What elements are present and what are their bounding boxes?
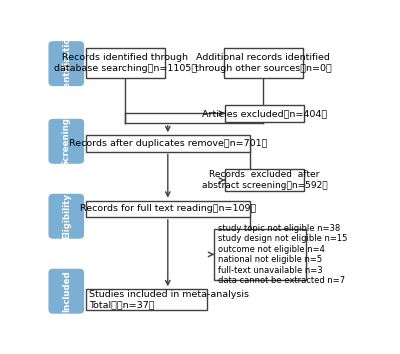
Text: Articles excluded（n=404）: Articles excluded（n=404）: [202, 109, 327, 118]
Text: Records  excluded  after
abstract screening（n=592）: Records excluded after abstract screenin…: [202, 170, 328, 190]
Text: Included: Included: [62, 270, 71, 312]
FancyBboxPatch shape: [48, 269, 84, 314]
FancyBboxPatch shape: [225, 105, 304, 121]
Text: study topic not eligible n=38
study design not eligible n=15
outcome not eligibl: study topic not eligible n=38 study desi…: [218, 224, 347, 285]
FancyBboxPatch shape: [224, 48, 303, 78]
Text: Records identified through
database searching（n=1105）: Records identified through database sear…: [54, 53, 197, 73]
Text: Records after duplicates remove（n=701）: Records after duplicates remove（n=701）: [69, 139, 267, 148]
FancyBboxPatch shape: [86, 135, 250, 152]
FancyBboxPatch shape: [86, 48, 165, 78]
FancyBboxPatch shape: [48, 41, 84, 86]
FancyBboxPatch shape: [48, 119, 84, 164]
Text: Identification: Identification: [62, 31, 71, 96]
FancyBboxPatch shape: [214, 229, 306, 280]
Text: Additional records identified
through other sources（n=0）: Additional records identified through ot…: [195, 53, 332, 73]
FancyBboxPatch shape: [86, 289, 206, 310]
FancyBboxPatch shape: [225, 169, 304, 191]
Text: Screening: Screening: [62, 117, 71, 166]
FancyBboxPatch shape: [48, 194, 84, 239]
Text: Records for full text reading（n=109）: Records for full text reading（n=109）: [80, 204, 256, 213]
Text: Studies included in meta-analysis
Total　（n=37）: Studies included in meta-analysis Total …: [89, 290, 249, 309]
Text: Eligibility: Eligibility: [62, 193, 71, 239]
FancyBboxPatch shape: [86, 201, 250, 217]
